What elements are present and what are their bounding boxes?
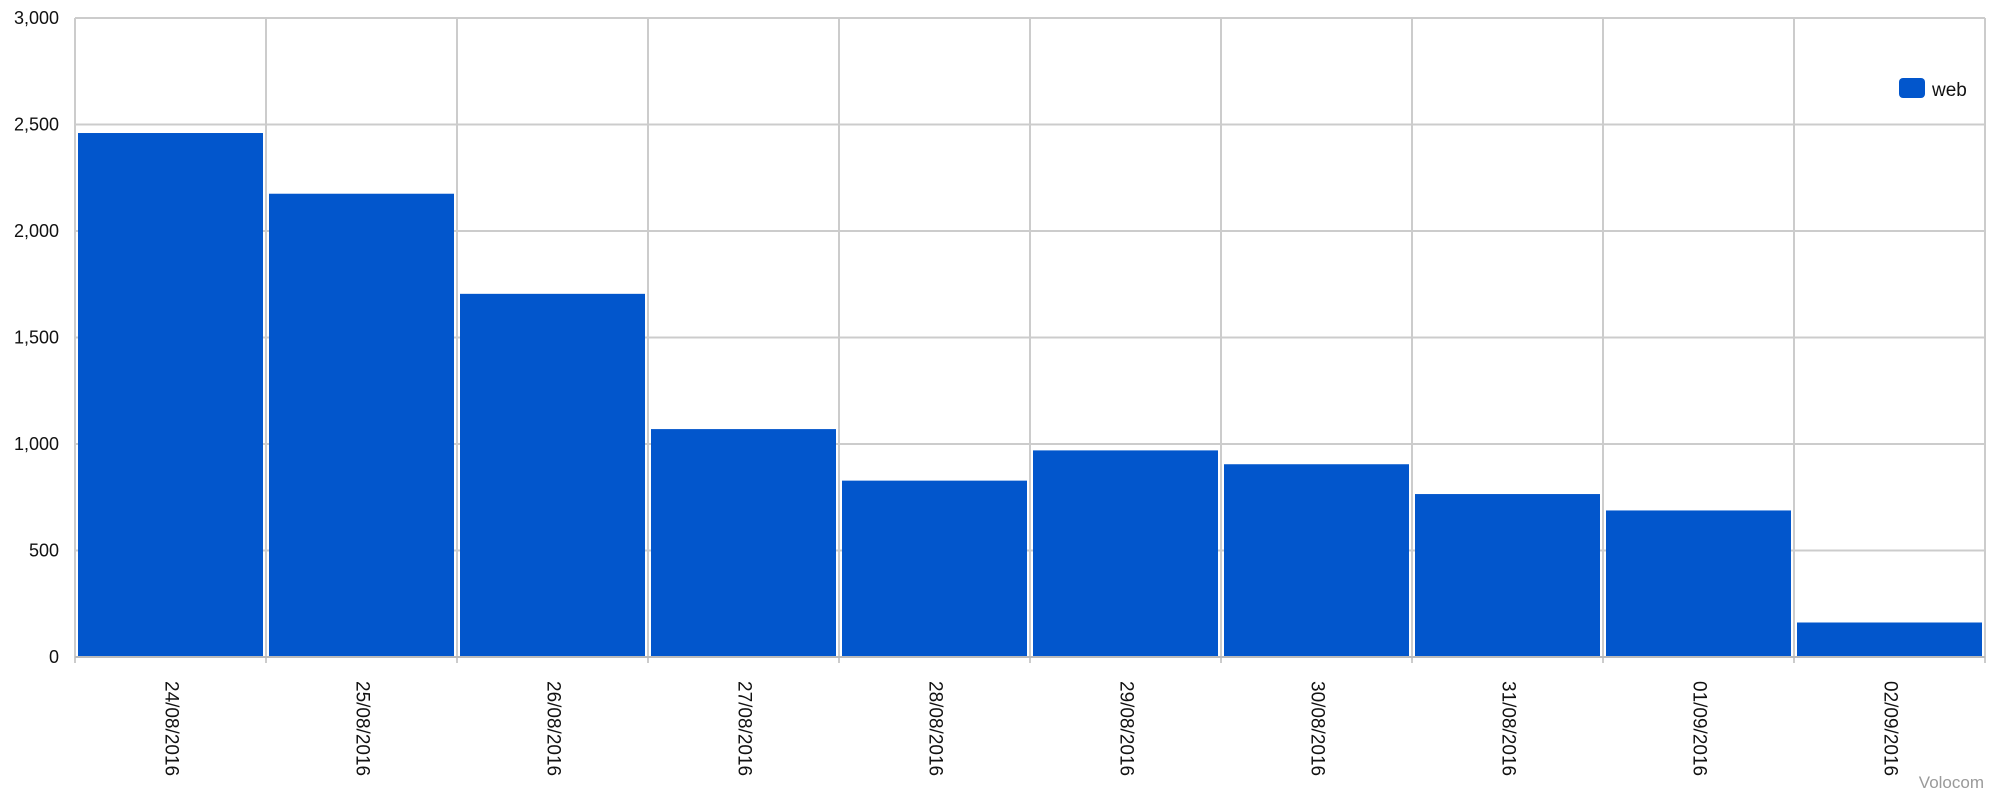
bar-30-08-2016[interactable] [1224, 464, 1409, 657]
bar-31-08-2016[interactable] [1415, 494, 1600, 657]
bar-24-08-2016[interactable] [78, 133, 263, 657]
x-tick-label: 27/08/2016 [733, 681, 754, 776]
bars [78, 133, 1982, 657]
y-axis-ticks: 0 500 1,000 1,500 2,000 2,500 3,000 [14, 8, 59, 667]
x-tick-label: 31/08/2016 [1497, 681, 1518, 776]
bar-29-08-2016[interactable] [1033, 450, 1218, 657]
y-tick-label: 1,500 [14, 328, 59, 348]
bar-27-08-2016[interactable] [651, 429, 836, 657]
legend[interactable]: web [1899, 78, 1967, 101]
y-tick-label: 2,500 [14, 115, 59, 135]
y-tick-label: 0 [49, 647, 59, 667]
x-tick-label: 28/08/2016 [924, 681, 945, 776]
y-tick-label: 2,000 [14, 221, 59, 241]
y-tick-label: 500 [29, 541, 59, 561]
gridlines [74, 17, 1986, 663]
x-tick-label: 02/09/2016 [1879, 681, 1900, 776]
x-tick-label: 30/08/2016 [1306, 681, 1327, 776]
x-axis-ticks: 24/08/2016 25/08/2016 26/08/2016 27/08/2016… [160, 681, 1900, 776]
legend-swatch [1899, 78, 1925, 98]
bar-26-08-2016[interactable] [460, 293, 645, 657]
x-tick-label: 29/08/2016 [1115, 681, 1136, 776]
x-tick-label: 26/08/2016 [542, 681, 563, 776]
x-tick-label: 01/09/2016 [1688, 681, 1709, 776]
bar-02-09-2016[interactable] [1797, 622, 1982, 657]
x-tick-label: 25/08/2016 [351, 681, 372, 776]
y-tick-label: 1,000 [14, 434, 59, 454]
bar-25-08-2016[interactable] [269, 193, 454, 657]
bar-01-09-2016[interactable] [1606, 510, 1791, 657]
y-tick-label: 3,000 [14, 8, 59, 28]
credit-text: Volocom [1919, 773, 1984, 792]
legend-label-web: web [1931, 80, 1967, 101]
bar-28-08-2016[interactable] [842, 480, 1027, 657]
x-tick-label: 24/08/2016 [160, 681, 181, 776]
